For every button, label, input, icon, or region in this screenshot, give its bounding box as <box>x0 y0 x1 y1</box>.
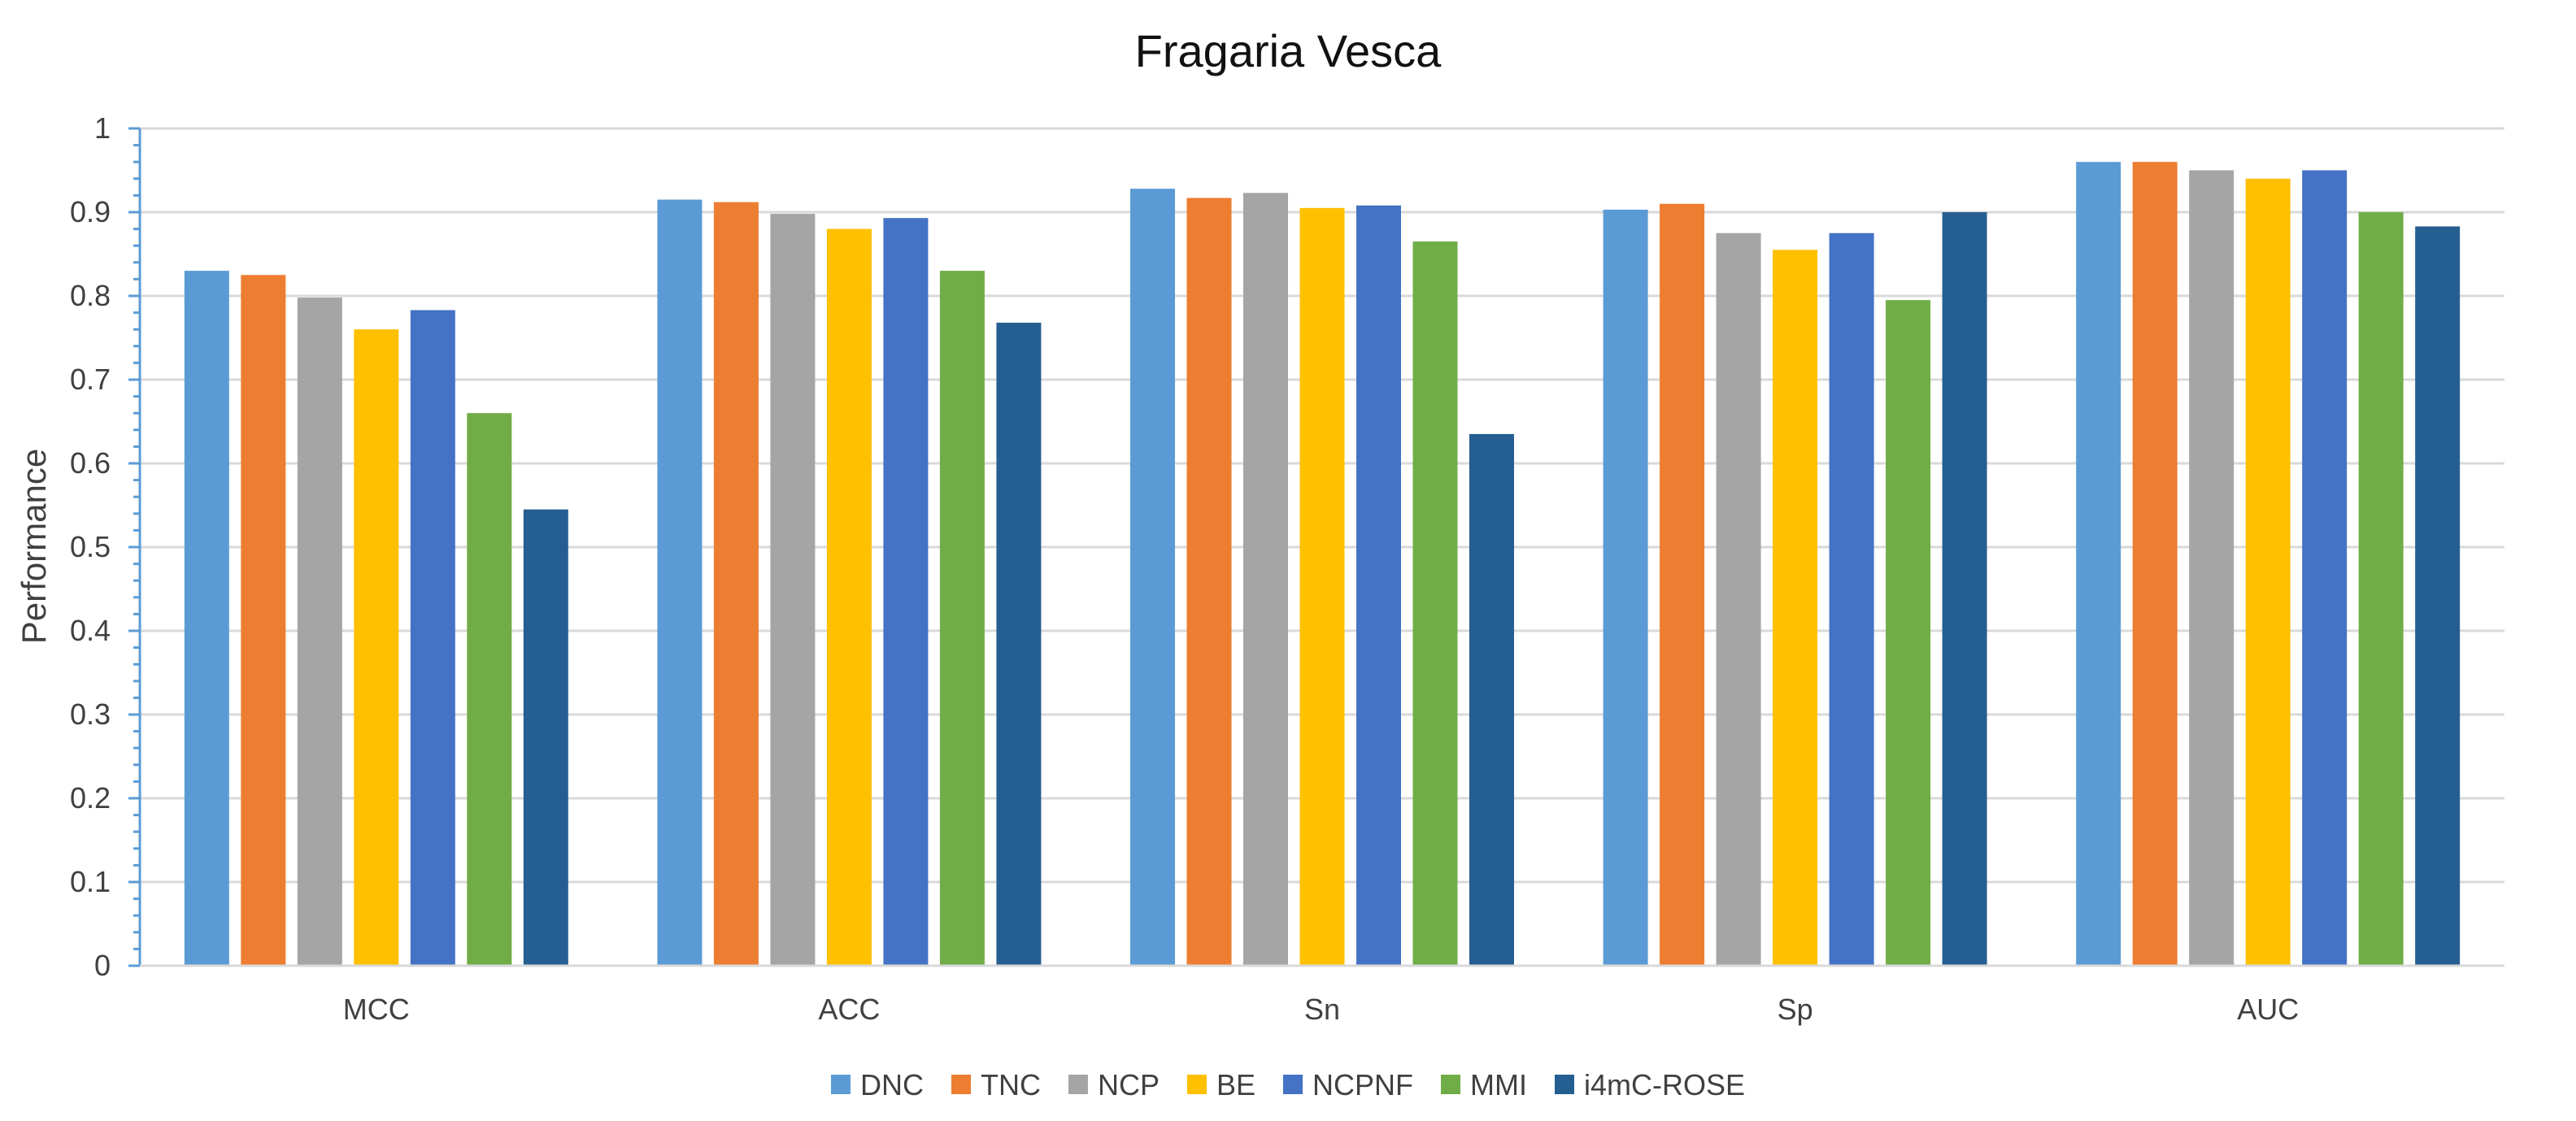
x-category-label: ACC <box>818 993 880 1026</box>
bar-mmi-sn <box>1412 241 1458 966</box>
bar-dnc-acc <box>657 199 703 967</box>
bar-ncpnf-acc <box>883 218 929 967</box>
x-category-label: AUC <box>2237 993 2299 1026</box>
bar-ncpnf-mcc <box>410 310 455 966</box>
bar-be-acc <box>826 228 872 967</box>
bars <box>184 162 2461 967</box>
bar-dnc-sp <box>1603 209 1648 966</box>
legend: DNC TNC NCP BE NCPNF MMI i4mC-ROSE <box>830 1068 1745 1101</box>
y-tick-label: 0.4 <box>70 614 111 647</box>
legend-swatch <box>830 1075 851 1094</box>
y-tick-label: 0.7 <box>70 363 111 396</box>
x-category-label: Sn <box>1304 993 1340 1026</box>
bar-mmi-auc <box>2358 212 2404 966</box>
legend-label: TNC <box>981 1068 1041 1101</box>
bar-ncp-acc <box>770 214 816 966</box>
bar-ncpnf-auc <box>2302 170 2348 966</box>
legend-item-dnc: DNC <box>830 1068 924 1101</box>
x-axis: MCC ACC Sn Sp AUC <box>140 964 2504 1026</box>
legend-item-i4mc-rose: i4mC-ROSE <box>1555 1068 1745 1101</box>
bar-mmi-mcc <box>467 413 512 966</box>
bar-mmi-acc <box>939 271 985 967</box>
bar-be-auc <box>2245 178 2291 967</box>
legend-label: NCPNF <box>1312 1068 1413 1101</box>
legend-label: MMI <box>1470 1068 1527 1101</box>
y-tick-label: 0.8 <box>70 279 111 312</box>
legend-item-be: BE <box>1186 1068 1255 1101</box>
legend-swatch <box>1283 1075 1303 1094</box>
bar-tnc-auc <box>2132 162 2178 966</box>
bar-be-sn <box>1299 207 1345 967</box>
y-axis-title: Performance <box>15 449 53 644</box>
legend-swatch <box>1555 1075 1574 1094</box>
x-category-label: MCC <box>343 993 410 1026</box>
bar-ncp-sp <box>1716 232 1761 966</box>
bar-ncp-sn <box>1243 193 1288 966</box>
legend-item-ncpnf: NCPNF <box>1283 1068 1413 1101</box>
chart-title: Fragaria Vesca <box>1135 25 1442 76</box>
bar-i4mc-rose-auc <box>2415 226 2461 966</box>
bar-mmi-sp <box>1886 300 1931 966</box>
bar-tnc-sn <box>1186 198 1232 967</box>
y-tick-label: 0.2 <box>70 781 111 815</box>
bar-i4mc-rose-acc <box>996 322 1042 967</box>
bar-ncp-mcc <box>297 298 342 966</box>
bar-ncpnf-sp <box>1829 232 1874 966</box>
legend-label: NCP <box>1098 1068 1160 1101</box>
legend-swatch <box>951 1075 971 1094</box>
bar-be-mcc <box>354 329 399 966</box>
y-axis: 0 0.1 0.2 0.3 0.4 0.5 0.6 0.7 0.8 0.9 1 <box>70 111 141 982</box>
legend-label: BE <box>1216 1068 1255 1101</box>
legend-item-mmi: MMI <box>1441 1068 1527 1101</box>
y-tick-label: 0.3 <box>70 697 111 731</box>
bar-dnc-sn <box>1130 189 1175 966</box>
legend-item-ncp: NCP <box>1068 1068 1160 1101</box>
x-category-label: Sp <box>1778 993 1813 1026</box>
bar-ncpnf-sn <box>1356 205 1401 966</box>
bar-i4mc-rose-sn <box>1469 433 1514 966</box>
legend-label: i4mC-ROSE <box>1584 1068 1745 1101</box>
bar-tnc-mcc <box>241 275 286 966</box>
legend-label: DNC <box>860 1068 924 1101</box>
y-tick-label: 0.9 <box>70 195 111 228</box>
y-tick-label: 0.5 <box>70 530 111 563</box>
y-tick-label: 1 <box>94 111 111 145</box>
bar-tnc-sp <box>1660 203 1705 966</box>
y-tick-label: 0.6 <box>70 446 111 480</box>
legend-swatch <box>1441 1075 1461 1094</box>
bar-dnc-auc <box>2076 162 2121 966</box>
legend-swatch <box>1068 1075 1088 1094</box>
bar-be-sp <box>1773 250 1818 967</box>
bar-ncp-auc <box>2189 170 2234 966</box>
bar-i4mc-rose-sp <box>1942 212 1987 966</box>
bar-tnc-acc <box>713 202 759 966</box>
legend-item-tnc: TNC <box>951 1068 1041 1101</box>
legend-swatch <box>1186 1075 1207 1094</box>
bar-i4mc-rose-mcc <box>523 509 568 966</box>
y-tick-label: 0.1 <box>70 865 111 898</box>
bar-dnc-mcc <box>184 271 229 967</box>
y-tick-label: 0 <box>94 949 111 982</box>
